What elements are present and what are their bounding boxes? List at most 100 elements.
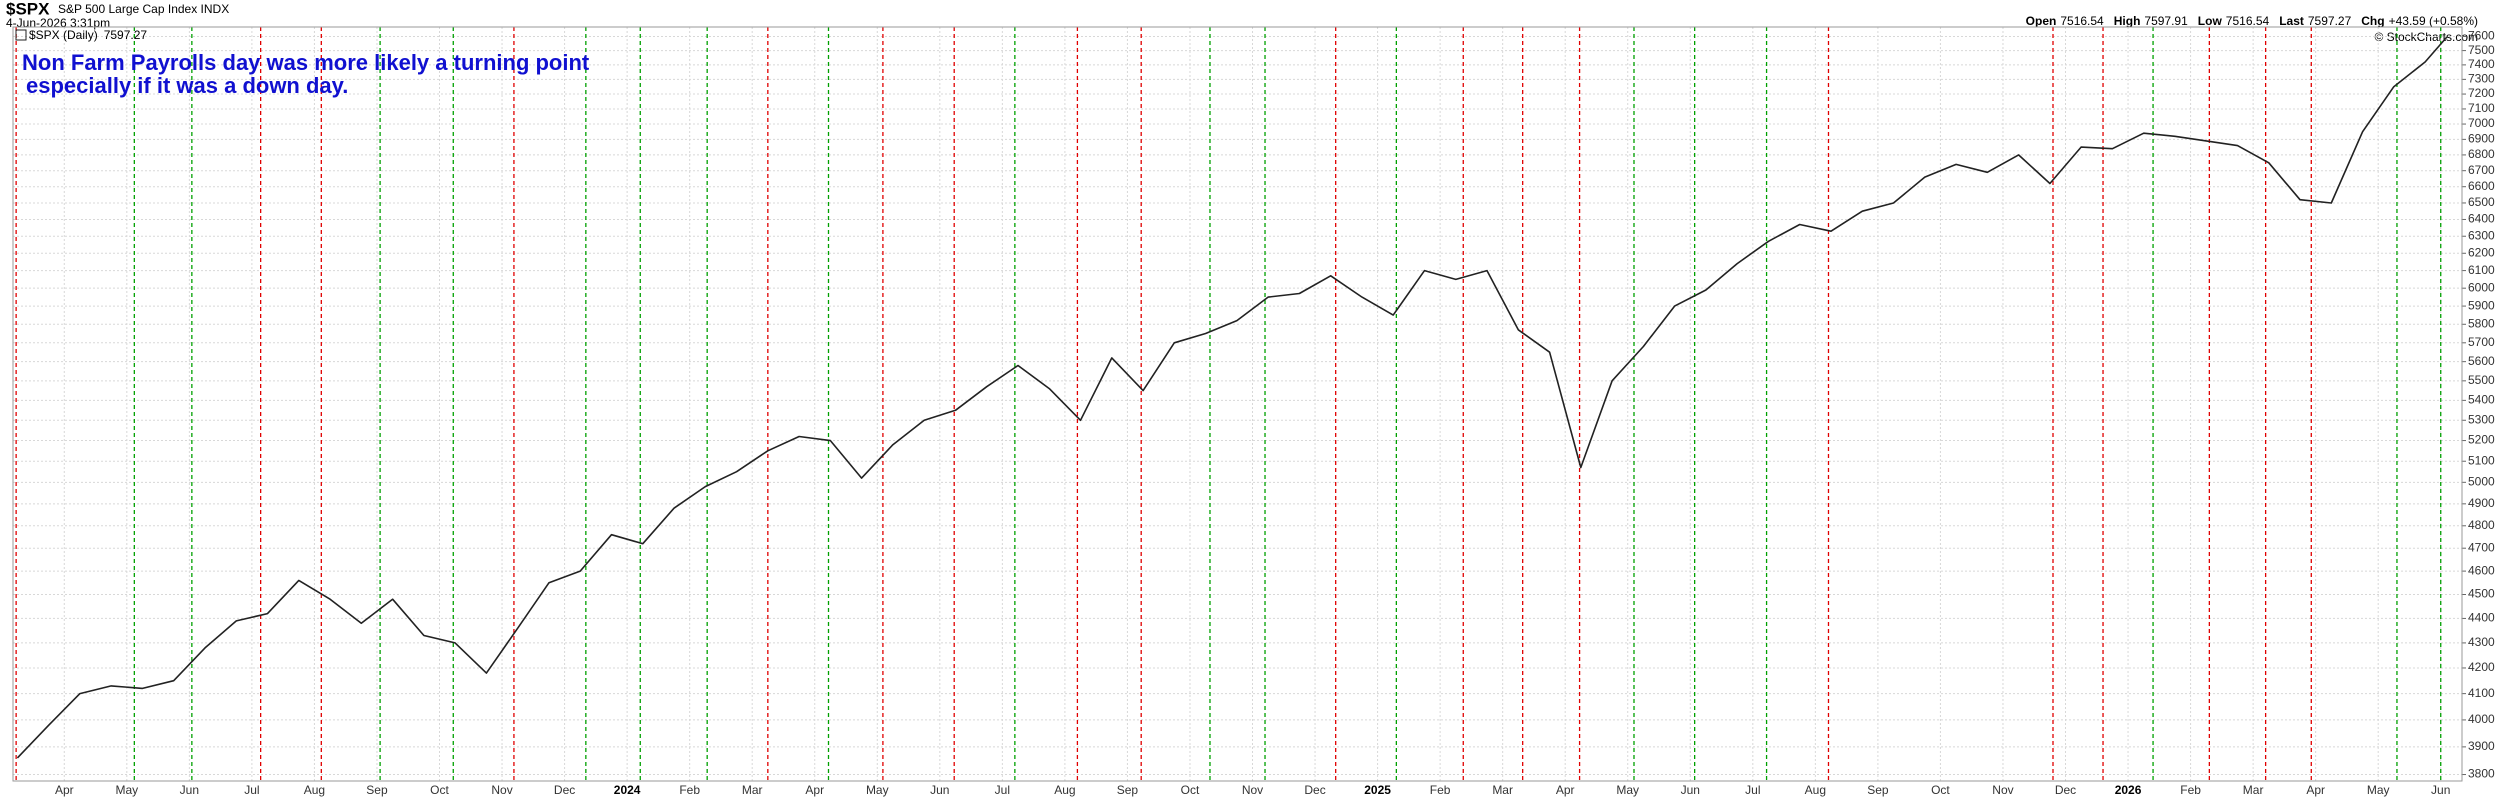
x-tick-label: 2024 — [614, 783, 641, 797]
x-tick-label: Jul — [244, 783, 259, 797]
y-tick-label: 6200 — [2468, 245, 2495, 259]
plot-area: 3800 3900 4000 4100 4200 4300 4400 4500 4600 4700… — [12, 26, 2495, 797]
x-tick-label: Jul — [1745, 783, 1760, 797]
y-tick-label: 5100 — [2468, 453, 2495, 467]
x-tick-label: Sep — [366, 783, 388, 797]
y-tick-label: 5500 — [2468, 373, 2495, 387]
y-tick-label: 5600 — [2468, 354, 2495, 368]
y-tick-label: 4100 — [2468, 686, 2495, 700]
x-tick-label: Dec — [2055, 783, 2076, 797]
x-tick-label: Feb — [679, 783, 700, 797]
legend: $SPX (Daily) 7597.27 — [29, 28, 147, 42]
y-tick-label: 6400 — [2468, 212, 2495, 226]
quote-value: 7597.27 — [2308, 14, 2352, 28]
quote-value: 7597.91 — [2144, 14, 2188, 28]
x-tick-label: Jun — [1681, 783, 1700, 797]
y-tick-label: 5400 — [2468, 393, 2495, 407]
y-tick-label: 6300 — [2468, 228, 2495, 242]
y-tick-label: 7600 — [2468, 29, 2495, 43]
y-tick-label: 5300 — [2468, 412, 2495, 426]
x-tick-label: Nov — [1242, 783, 1263, 797]
y-tick-label: 6000 — [2468, 280, 2495, 294]
x-tick-label: Aug — [1805, 783, 1826, 797]
x-tick-label: May — [2367, 783, 2390, 797]
x-tick-label: Oct — [1931, 783, 1950, 797]
y-tick-label: 7200 — [2468, 86, 2495, 100]
x-tick-label: Oct — [1181, 783, 1200, 797]
x-tick-label: Jun — [180, 783, 199, 797]
x-tick-label: Sep — [1867, 783, 1889, 797]
quote-line: Open 7516.54 High 7597.91 Low 7516.54 Last 7597… — [2026, 14, 2478, 28]
y-tick-label: 7100 — [2468, 101, 2495, 115]
chart-title: $SPX — [6, 0, 50, 18]
x-tick-label: Nov — [1992, 783, 2013, 797]
y-tick-label: 5000 — [2468, 474, 2495, 488]
x-tick-label: Jun — [2431, 783, 2450, 797]
price-line — [16, 36, 2448, 759]
x-tick-label: Aug — [1054, 783, 1075, 797]
quote-label: Low — [2198, 14, 2223, 28]
x-tick-label: Jul — [995, 783, 1010, 797]
x-tick-label: Mar — [2243, 783, 2264, 797]
x-tick-label: Apr — [805, 783, 824, 797]
x-tick-label: Dec — [554, 783, 575, 797]
y-tick-label: 4600 — [2468, 563, 2495, 577]
y-tick-label: 7400 — [2468, 57, 2495, 71]
plot-frame — [12, 26, 2463, 782]
y-tick-label: 6900 — [2468, 132, 2495, 146]
chart-subtitle: S&P 500 Large Cap Index INDX — [58, 2, 229, 16]
quote-label: Chg — [2361, 14, 2384, 28]
quote-label: Last — [2279, 14, 2304, 28]
x-tick-label: May — [115, 783, 138, 797]
y-tick-label: 4000 — [2468, 712, 2495, 726]
y-tick-label: 4800 — [2468, 518, 2495, 532]
y-tick-label: 7300 — [2468, 72, 2495, 86]
quote-value: 7516.54 — [2226, 14, 2270, 28]
x-tick-label: 2026 — [2115, 783, 2142, 797]
y-tick-label: 5800 — [2468, 316, 2495, 330]
x-tick-label: 2025 — [1364, 783, 1391, 797]
y-tick-label: 7000 — [2468, 116, 2495, 130]
legend-value: 7597.27 — [104, 28, 148, 42]
y-tick-label: 4300 — [2468, 635, 2495, 649]
x-tick-label: Mar — [742, 783, 763, 797]
credit: © StockCharts.com — [2374, 30, 2478, 44]
y-tick-label: 6700 — [2468, 163, 2495, 177]
x-tick-label: Jun — [930, 783, 949, 797]
x-tick-label: Oct — [430, 783, 449, 797]
y-tick-label: 4700 — [2468, 540, 2495, 554]
y-tick-label: 6800 — [2468, 147, 2495, 161]
x-tick-label: Aug — [304, 783, 325, 797]
legend-swatch — [15, 29, 27, 41]
x-tick-label: May — [1616, 783, 1639, 797]
y-tick-label: 4900 — [2468, 496, 2495, 510]
y-tick-label: 6500 — [2468, 195, 2495, 209]
y-tick-label: 3900 — [2468, 739, 2495, 753]
x-tick-label: Apr — [2306, 783, 2325, 797]
x-tick-label: May — [866, 783, 889, 797]
x-tick-label: Apr — [1556, 783, 1575, 797]
x-tick-label: Apr — [55, 783, 74, 797]
y-tick-label: 6100 — [2468, 263, 2495, 277]
quote-label: Open — [2026, 14, 2057, 28]
x-tick-label: Feb — [2180, 783, 2201, 797]
y-tick-label: 4500 — [2468, 587, 2495, 601]
y-tick-label: 4400 — [2468, 611, 2495, 625]
y-tick-label: 7500 — [2468, 43, 2495, 57]
x-tick-label: Sep — [1117, 783, 1139, 797]
annotation: Non Farm Payrolls day was more likely a … — [22, 50, 590, 75]
quote-value: +43.59 (+0.58%) — [2389, 14, 2478, 28]
quote-label: High — [2114, 14, 2141, 28]
x-tick-label: Dec — [1304, 783, 1325, 797]
y-tick-label: 6600 — [2468, 179, 2495, 193]
x-tick-label: Mar — [1492, 783, 1513, 797]
y-tick-label: 3800 — [2468, 767, 2495, 781]
y-tick-label: 4200 — [2468, 660, 2495, 674]
y-tick-label: 5200 — [2468, 433, 2495, 447]
annotation: especially if it was a down day. — [26, 73, 348, 98]
quote-value: 7516.54 — [2060, 14, 2104, 28]
legend-name: $SPX (Daily) — [29, 28, 98, 42]
y-tick-label: 5900 — [2468, 298, 2495, 312]
x-tick-label: Nov — [491, 783, 512, 797]
